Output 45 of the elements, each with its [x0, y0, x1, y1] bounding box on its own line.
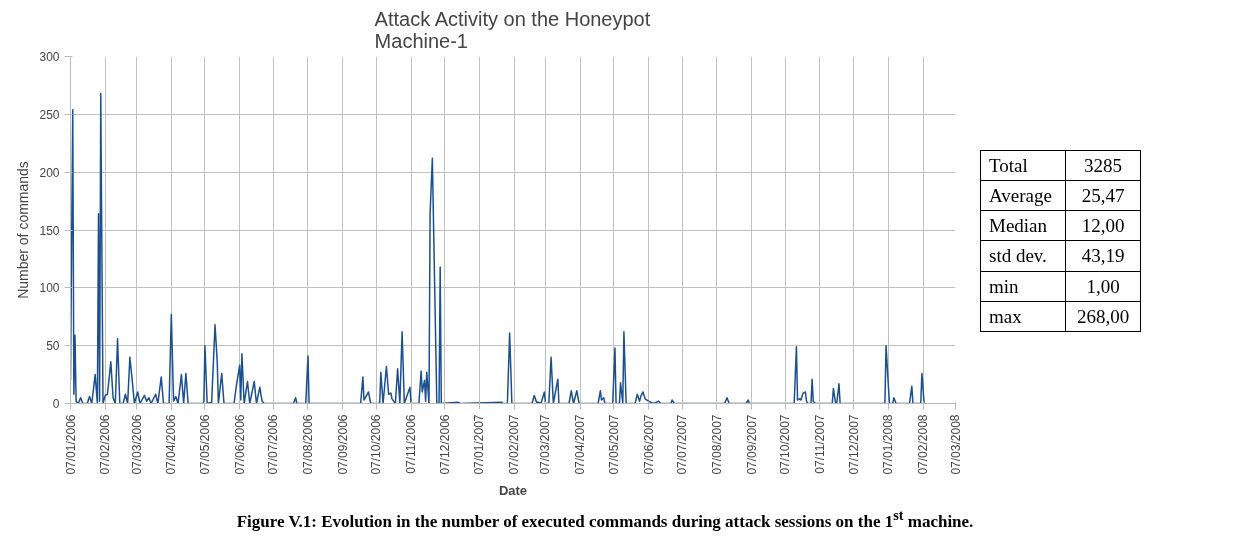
- x-tick-label: 07/01/2006: [63, 414, 78, 475]
- text: Median 12,00: [989, 215, 1125, 237]
- x-tick-label: 07/07/2007: [675, 414, 690, 475]
- x-tick-label: 07/08/2007: [709, 414, 724, 475]
- x-tick-label: 07/10/2006: [369, 414, 384, 475]
- y-tick-label: 150: [39, 223, 60, 238]
- x-tick-label: 07/05/2007: [606, 414, 621, 475]
- x-tick-label: 07/05/2006: [197, 414, 212, 475]
- x-tick-label: 07/01/2008: [881, 414, 896, 475]
- x-tick-label: 07/12/2006: [437, 414, 452, 475]
- text: min 1,00: [989, 275, 1120, 297]
- x-tick-label: 07/09/2006: [335, 414, 350, 475]
- x-axis-title: Date: [498, 482, 528, 498]
- text: std dev. 43,19: [989, 245, 1125, 267]
- y-tick-label: 100: [39, 281, 60, 296]
- x-tick-label: 07/08/2006: [300, 414, 315, 475]
- x-tick-label: 07/11/2006: [404, 414, 419, 474]
- x-tick-label: 07/06/2007: [641, 414, 656, 475]
- y-axis-title: Number of commands: [15, 161, 32, 299]
- x-tick-label: 07/02/2006: [98, 414, 113, 475]
- x-tick-label: 07/07/2006: [266, 414, 281, 475]
- y-tick-label: 0: [52, 397, 60, 411]
- x-tick-label: 07/03/2007: [538, 414, 553, 475]
- x-tick-label: 07/12/2007: [846, 414, 861, 475]
- text: Figure V.1: Evolution in the number of executed commands during attack sessions on the 1$^{st}$ machine.: [236, 506, 974, 533]
- y-tick-label: 50: [46, 339, 60, 354]
- y-tick-label: 300: [39, 50, 60, 64]
- x-tick-label: 07/11/2007: [812, 414, 827, 474]
- x-tick-label: 07/02/2007: [507, 414, 522, 475]
- x-tick-label: 07/02/2008: [916, 414, 931, 475]
- x-tick-label: 07/03/2008: [948, 414, 963, 475]
- x-tick-label: 07/04/2007: [573, 414, 588, 475]
- x-tick-label: 07/04/2006: [164, 414, 179, 475]
- chart-title: Attack Activity on the Honeypot Machine-1: [374, 7, 651, 52]
- text: Average 25,47: [989, 185, 1125, 207]
- x-tick-label: 07/09/2007: [744, 414, 759, 475]
- x-tick-label: 07/06/2006: [232, 414, 247, 475]
- x-tick-label: 07/03/2006: [129, 414, 144, 475]
- text: max 268,00: [989, 305, 1130, 327]
- y-tick-label: 200: [39, 165, 60, 180]
- y-tick-label: 250: [39, 107, 60, 122]
- x-tick-label: 07/01/2007: [472, 414, 487, 475]
- line-series: [70, 92, 925, 404]
- text: Total 3285: [989, 155, 1122, 176]
- x-tick-label: 07/10/2007: [778, 414, 793, 475]
